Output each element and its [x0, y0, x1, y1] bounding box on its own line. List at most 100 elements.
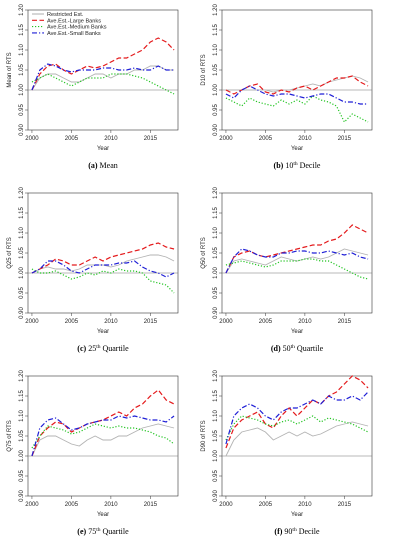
y-tick-label: 0.95 — [213, 287, 219, 299]
x-tick-label: 2010 — [104, 502, 118, 508]
y-tick-label: 1.00 — [19, 84, 25, 96]
legend-entry: Ave.Est.-Medium Banks — [47, 25, 107, 31]
y-tick-label: 1.15 — [213, 24, 219, 36]
y-tick-label: 0.90 — [213, 490, 219, 502]
y-tick-label: 1.00 — [19, 450, 25, 462]
x-tick-label: 2000 — [25, 319, 39, 325]
chart-panel-2: 0.90 0.95 1.00 1.05 1.10 1.15 1.20 2000 2005 2010… — [201, 4, 373, 170]
y-tick-label: 0.95 — [19, 470, 25, 482]
panel-caption: (a) Mean — [88, 161, 118, 170]
y-tick-label: 1.00 — [213, 84, 219, 96]
panel-caption: (b) 10th Decile — [274, 161, 321, 170]
x-tick-label: 2010 — [298, 136, 312, 142]
y-tick-label: 1.10 — [19, 44, 25, 56]
plot-frame — [27, 192, 179, 314]
y-tick-label: 0.95 — [213, 470, 219, 482]
y-tick-label: 0.90 — [213, 307, 219, 319]
panel-caption: (d) 50th Quartile — [271, 344, 324, 353]
x-tick-label: 2005 — [259, 136, 273, 142]
series-line-ave-est-small-banks — [225, 391, 369, 445]
y-tick-label: 1.20 — [19, 187, 25, 199]
x-tick-label: 2000 — [219, 319, 233, 325]
series-line-restricted-est — [31, 423, 175, 457]
chart-panel-6: 0.90 0.95 1.00 1.05 1.10 1.15 1.20 2000 2005 2010… — [201, 370, 373, 536]
legend-entry: Ave.Est.-Small Banks — [47, 31, 101, 37]
series-line-ave-est-medium-banks — [31, 268, 175, 294]
y-tick-label: 1.10 — [213, 44, 219, 56]
x-tick-label: 2010 — [104, 319, 118, 325]
x-tick-label: 2015 — [338, 136, 352, 142]
y-tick-label: 1.05 — [213, 430, 219, 442]
y-tick-label: 1.20 — [19, 370, 25, 382]
series-line-ave-est-large-banks — [225, 375, 369, 449]
series-line-ave-est-large-banks — [225, 224, 369, 274]
y-axis-label: D10 of RTS — [201, 54, 207, 85]
chart-panel-1: 0.90 0.95 1.00 1.05 1.10 1.15 1.20 2000 2005 2010… — [7, 4, 179, 170]
y-tick-label: 1.15 — [19, 207, 25, 219]
plot-frame — [221, 9, 373, 131]
x-tick-label: 2015 — [144, 136, 158, 142]
x-tick-label: 2000 — [25, 502, 39, 508]
y-tick-label: 1.20 — [213, 370, 219, 382]
panel-caption: (f) 90th Decile — [274, 527, 320, 536]
y-tick-label: 0.95 — [213, 104, 219, 116]
y-tick-label: 1.10 — [19, 410, 25, 422]
legend-entry: Restricted Est. — [47, 12, 84, 18]
x-tick-label: 2005 — [259, 319, 273, 325]
x-tick-label: 2000 — [219, 502, 233, 508]
y-tick-label: 1.10 — [213, 227, 219, 239]
x-tick-label: 2015 — [338, 502, 352, 508]
y-axis-label: Q75 of RTS — [7, 420, 13, 452]
plot-frame — [221, 192, 373, 314]
y-tick-label: 0.95 — [19, 104, 25, 116]
series-line-ave-est-medium-banks — [225, 95, 369, 124]
y-tick-label: 0.90 — [19, 490, 25, 502]
y-tick-label: 1.20 — [213, 187, 219, 199]
panel-caption: (c) 25th Quartile — [77, 344, 129, 353]
x-axis-label: Year — [97, 512, 109, 518]
y-axis-label: Mean of RTS — [7, 52, 13, 87]
x-tick-label: 2005 — [259, 502, 273, 508]
series-line-ave-est-small-banks — [225, 85, 369, 105]
x-tick-label: 2015 — [144, 502, 158, 508]
series-line-ave-est-large-banks — [31, 37, 175, 91]
x-axis-label: Year — [291, 512, 303, 518]
series-line-ave-est-medium-banks — [225, 258, 369, 280]
y-axis-label: D90 of RTS — [201, 420, 207, 451]
x-tick-label: 2015 — [144, 319, 158, 325]
y-tick-label: 0.90 — [19, 124, 25, 136]
x-tick-label: 2000 — [25, 136, 39, 142]
y-tick-label: 1.15 — [19, 390, 25, 402]
series-line-ave-est-medium-banks — [31, 73, 175, 95]
chart-panel-3: 0.90 0.95 1.00 1.05 1.10 1.15 1.20 2000 2005 2010… — [7, 187, 179, 353]
legend-entry: Ave.Est.-Large Banks — [47, 18, 101, 24]
y-tick-label: 1.20 — [213, 4, 219, 16]
y-tick-label: 1.15 — [19, 24, 25, 36]
series-line-ave-est-small-banks — [31, 415, 175, 457]
series-line-restricted-est — [225, 421, 369, 457]
x-tick-label: 2005 — [65, 502, 79, 508]
y-tick-label: 1.10 — [19, 227, 25, 239]
y-tick-label: 1.10 — [213, 410, 219, 422]
y-tick-label: 1.15 — [213, 390, 219, 402]
y-axis-label: Q50 of RTS — [201, 237, 207, 269]
x-tick-label: 2005 — [65, 319, 79, 325]
legend: Restricted Est.Ave.Est.-Large BanksAve.E… — [32, 12, 107, 37]
x-axis-label: Year — [291, 329, 303, 335]
series-line-restricted-est — [225, 75, 369, 93]
y-tick-label: 1.00 — [213, 450, 219, 462]
x-axis-label: Year — [97, 146, 109, 152]
x-tick-label: 2010 — [298, 502, 312, 508]
series-line-restricted-est — [31, 65, 175, 91]
y-tick-label: 0.90 — [19, 307, 25, 319]
x-axis-label: Year — [291, 146, 303, 152]
x-tick-label: 2005 — [65, 136, 79, 142]
series-line-ave-est-large-banks — [31, 389, 175, 457]
series-line-restricted-est — [31, 254, 175, 274]
y-tick-label: 0.90 — [213, 124, 219, 136]
series-line-ave-est-small-banks — [31, 63, 175, 91]
panel-caption: (e) 75th Quartile — [77, 527, 129, 536]
x-tick-label: 2010 — [298, 319, 312, 325]
y-tick-label: 1.15 — [213, 207, 219, 219]
